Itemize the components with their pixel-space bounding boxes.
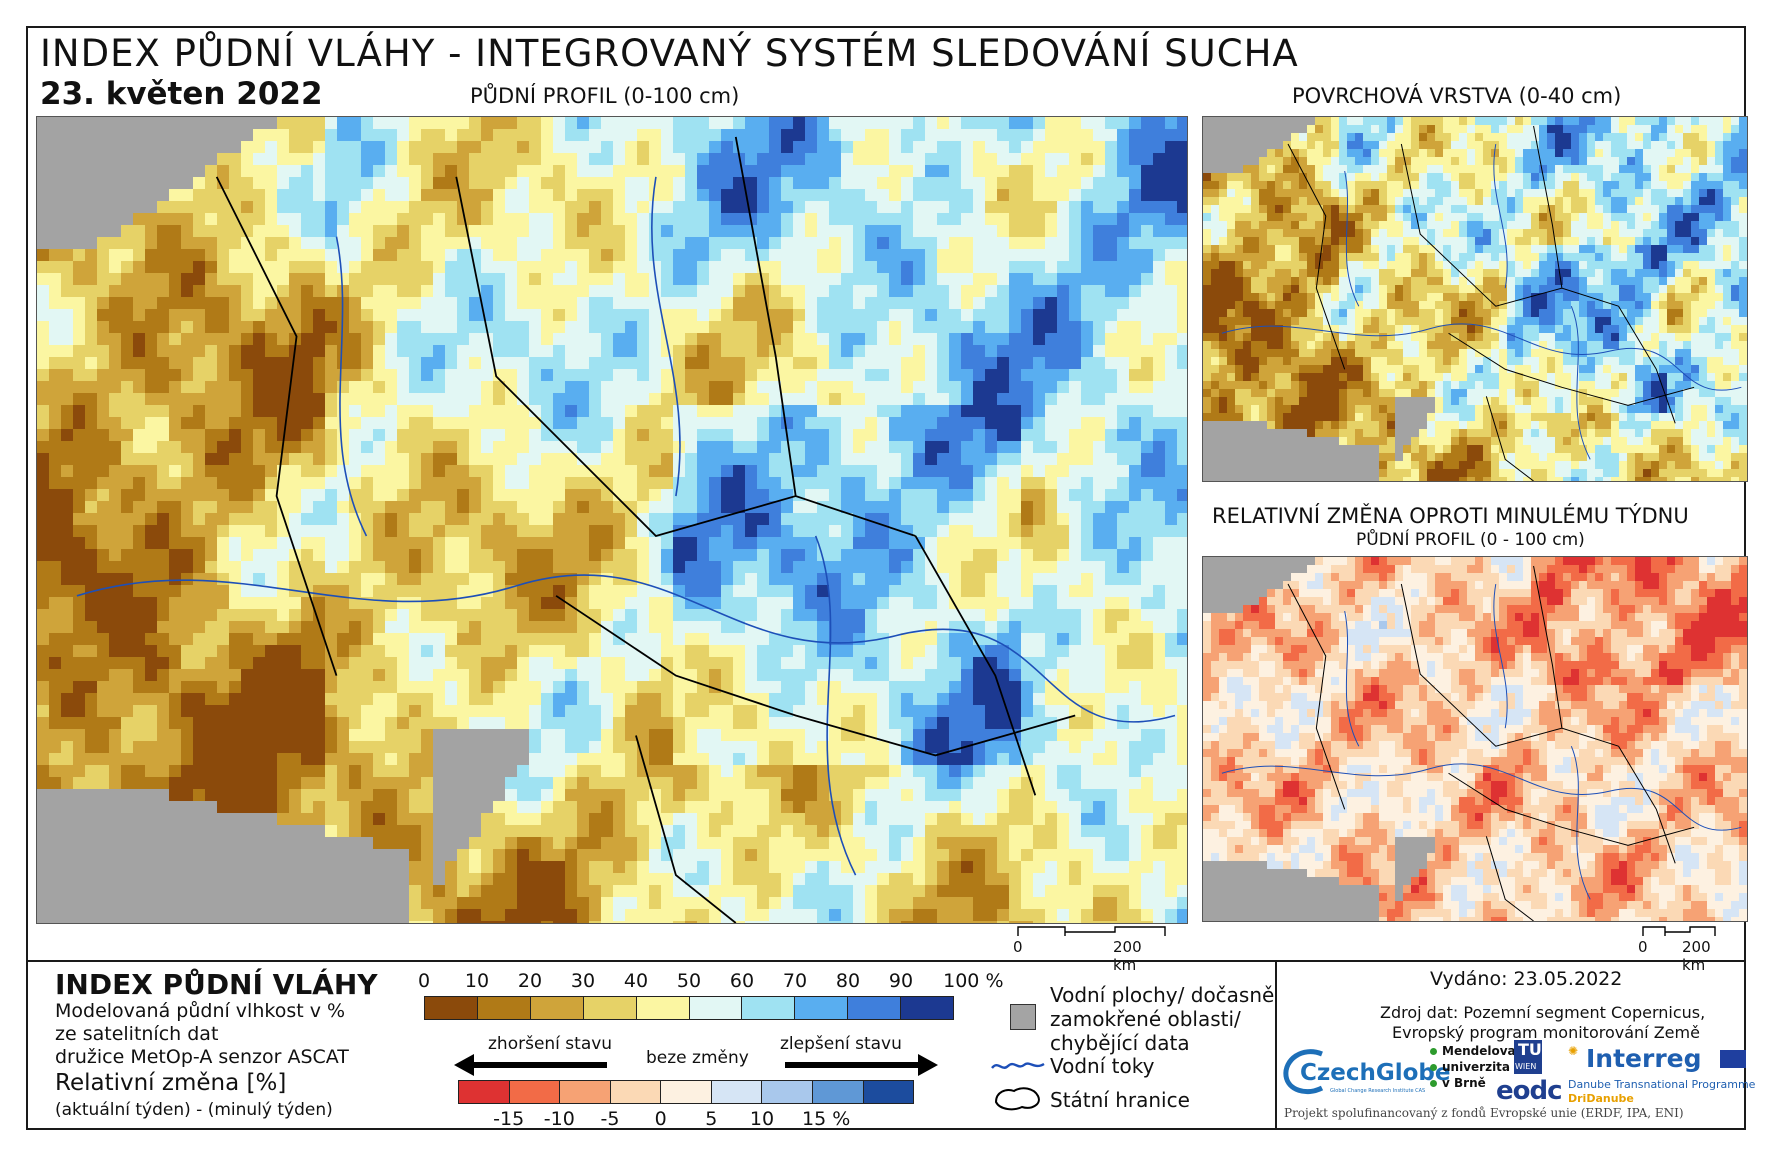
- change-colorbar: [458, 1080, 914, 1104]
- change-tick-label: 0: [655, 1108, 667, 1130]
- index-colorbar-swatch: [742, 997, 795, 1019]
- data-source-2: Evropský program monitorování Země: [1392, 1023, 1700, 1042]
- tuwien-logo: TU WIEN: [1514, 1040, 1542, 1074]
- water-label-3: chybějící data: [1050, 1031, 1190, 1055]
- water-label-1: Vodní plochy/ dočasně: [1050, 983, 1274, 1007]
- change-colorbar-swatch: [661, 1081, 712, 1103]
- change-colorbar-swatch: [864, 1081, 914, 1103]
- issued-date: Vydáno: 23.05.2022: [1430, 968, 1622, 990]
- change-legend-desc: (aktuální týden) - (minulý týden): [55, 1099, 333, 1121]
- page-title: INDEX PŮDNÍ VLÁHY - INTEGROVANÝ SYSTÉM S…: [40, 32, 1299, 75]
- surface-layer-map: [1202, 116, 1748, 482]
- index-tick-label: 90: [889, 970, 913, 992]
- border-symbol-icon: [992, 1084, 1044, 1112]
- index-colorbar-swatch: [795, 997, 848, 1019]
- change-map-label: RELATIVNÍ ZMĚNA OPROTI MINULÉMU TÝDNU: [1212, 504, 1689, 528]
- index-colorbar: [424, 996, 954, 1020]
- index-colorbar-swatch: [637, 997, 690, 1019]
- rivers-label: Vodní toky: [1050, 1054, 1154, 1078]
- change-tick-label: 15 %: [802, 1108, 850, 1130]
- index-tick-label: 100 %: [943, 970, 1003, 992]
- change-colorbar-swatch: [510, 1081, 561, 1103]
- legend-title: INDEX PŮDNÍ VLÁHY: [55, 968, 378, 1001]
- issue-date-title: 23. květen 2022: [40, 76, 323, 112]
- index-tick-label: 50: [677, 970, 701, 992]
- main-map-label: PŮDNÍ PROFIL (0-100 cm): [470, 84, 739, 108]
- index-colorbar-swatch: [584, 997, 637, 1019]
- water-label-2: zamokřené oblasti/: [1050, 1007, 1241, 1031]
- info-divider: [1275, 960, 1277, 1130]
- borders-label: Státní hranice: [1050, 1088, 1190, 1112]
- change-colorbar-swatch: [712, 1081, 763, 1103]
- change-colorbar-swatch: [611, 1081, 662, 1103]
- index-tick-label: 80: [836, 970, 860, 992]
- index-tick-label: 70: [783, 970, 807, 992]
- change-map-sublabel: PŮDNÍ PROFIL (0 - 100 cm): [1356, 530, 1585, 550]
- river-symbol-icon: [990, 1056, 1046, 1076]
- index-tick-label: 0: [418, 970, 430, 992]
- index-tick-label: 30: [571, 970, 595, 992]
- eu-funding-note: Projekt spolufinancovaný z fondů Evropsk…: [1284, 1106, 1684, 1120]
- surface-map-label: POVRCHOVÁ VRSTVA (0-40 cm): [1292, 84, 1621, 108]
- index-tick-label: 20: [518, 970, 542, 992]
- change-colorbar-swatch: [762, 1081, 813, 1103]
- index-colorbar-swatch: [901, 997, 953, 1019]
- index-colorbar-swatch: [848, 997, 901, 1019]
- data-source-1: Zdroj dat: Pozemní segment Copernicus,: [1380, 1003, 1705, 1022]
- change-tick-label: -10: [544, 1108, 575, 1130]
- relative-change-map: [1202, 556, 1748, 922]
- index-colorbar-swatch: [690, 997, 743, 1019]
- index-colorbar-swatch: [531, 997, 584, 1019]
- change-tick-label: -15: [493, 1108, 524, 1130]
- nochange-label: beze změny: [646, 1048, 749, 1068]
- index-colorbar-swatch: [425, 997, 478, 1019]
- eodc-logo: eodc: [1496, 1076, 1562, 1106]
- change-colorbar-swatch: [459, 1081, 510, 1103]
- index-colorbar-swatch: [478, 997, 531, 1019]
- legend-desc-3: družice MetOp-A senzor ASCAT: [55, 1046, 349, 1068]
- change-colorbar-swatch: [813, 1081, 864, 1103]
- legend-desc-1: Modelovaná půdní vlhkost v %: [55, 1000, 345, 1022]
- change-tick-label: 5: [705, 1108, 717, 1130]
- legend-divider: [26, 960, 1746, 962]
- legend-desc-2: ze satelitních dat: [55, 1023, 218, 1045]
- water-missing-swatch: [1010, 1004, 1036, 1030]
- change-legend-title: Relativní změna [%]: [55, 1072, 286, 1094]
- change-tick-label: -5: [601, 1108, 620, 1130]
- main-soil-moisture-map: [36, 116, 1188, 924]
- index-tick-label: 40: [624, 970, 648, 992]
- index-tick-label: 10: [465, 970, 489, 992]
- better-label: zlepšení stavu: [780, 1034, 902, 1054]
- change-tick-label: 10: [750, 1108, 774, 1130]
- change-colorbar-swatch: [560, 1081, 611, 1103]
- index-tick-label: 60: [730, 970, 754, 992]
- worse-label: zhoršení stavu: [488, 1034, 612, 1054]
